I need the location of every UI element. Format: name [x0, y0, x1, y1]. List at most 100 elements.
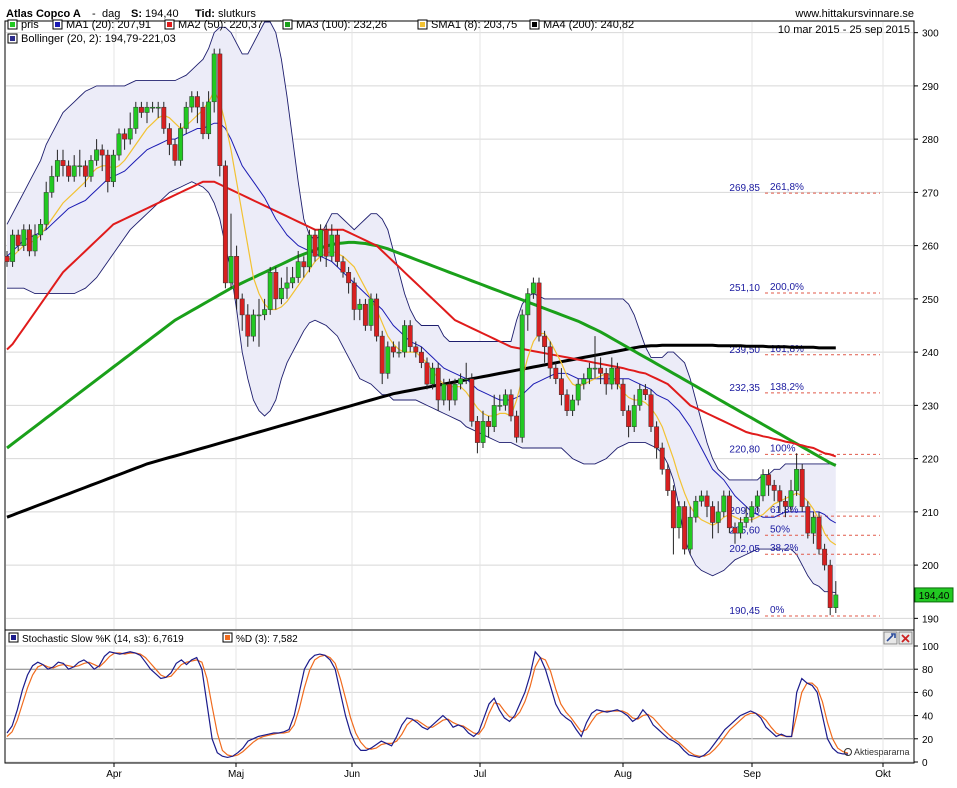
candle-body — [222, 165, 228, 284]
candle — [312, 229, 318, 262]
candle — [138, 101, 144, 118]
candle-body — [323, 229, 329, 257]
candle-body — [340, 261, 346, 273]
candle-body — [491, 405, 497, 427]
candle-body — [564, 394, 570, 411]
candle-body — [357, 303, 363, 310]
x-axis: Apr Maj Jun Jul Aug Sep Okt — [106, 763, 891, 780]
oscillator-y-tick-label: 60 — [922, 688, 934, 699]
candle-body — [133, 106, 139, 129]
candle — [435, 362, 441, 411]
price-value: 194,40 — [145, 8, 179, 20]
wrench-icon[interactable] — [883, 631, 898, 645]
candle — [452, 378, 458, 406]
candle — [782, 495, 788, 518]
candle-body — [430, 367, 436, 385]
candle — [463, 362, 469, 385]
candle — [407, 320, 413, 353]
candle-body — [161, 106, 167, 129]
candle-body — [542, 335, 548, 347]
fibonacci-value-label: 190,45 — [729, 606, 760, 617]
candle — [396, 341, 402, 358]
candle-body — [805, 506, 811, 534]
fibonacci-value-label: 209,20 — [729, 506, 760, 517]
candle-body — [620, 383, 626, 411]
candle — [26, 224, 32, 257]
candle — [788, 479, 794, 512]
candle-body — [122, 133, 128, 140]
candle — [542, 330, 548, 363]
close-panel-icon[interactable] — [898, 631, 913, 645]
candle — [637, 384, 643, 411]
candle-body — [592, 367, 598, 370]
candle — [558, 368, 564, 406]
candle — [116, 128, 122, 161]
price-y-tick-label: 280 — [922, 135, 939, 146]
date-range: 10 mar 2015 - 25 sep 2015 — [778, 24, 910, 36]
candle — [508, 389, 514, 422]
candle — [609, 357, 615, 390]
candle-body — [71, 165, 77, 177]
bollinger-band-fill — [7, 22, 836, 593]
candle-body — [530, 282, 536, 294]
candle — [743, 506, 749, 528]
candle-body — [138, 106, 144, 113]
candle-body — [502, 394, 508, 406]
chart-title: Atlas Copco A — [6, 8, 81, 20]
fibonacci-pct-label: 200,0% — [770, 282, 804, 293]
candle-body — [15, 234, 21, 246]
candle — [586, 362, 592, 385]
candle — [38, 219, 44, 241]
candle-body — [732, 527, 738, 534]
fibonacci-pct-label: 38,2% — [770, 543, 798, 554]
candle-body — [631, 405, 637, 427]
candle — [228, 213, 234, 289]
legend-item: MA4 (200): 240,82 — [529, 19, 634, 31]
candle — [827, 559, 833, 616]
tid-label: Tid: — [195, 8, 215, 20]
candle-body — [418, 351, 424, 363]
candle-body — [262, 309, 268, 316]
candle — [194, 91, 200, 124]
candle-body — [469, 378, 475, 422]
candle — [519, 309, 525, 443]
candle — [771, 479, 777, 502]
stoch-d-swatch-fill — [225, 635, 230, 640]
candle-body — [547, 346, 553, 369]
candle — [10, 229, 16, 267]
candle-body — [379, 335, 385, 374]
candle-body — [306, 234, 312, 268]
candle — [127, 112, 133, 145]
fibonacci-value-label: 251,10 — [729, 283, 760, 294]
period-label: dag — [102, 8, 120, 20]
price-y-tick-label: 230 — [922, 401, 939, 412]
bollinger-upper-line — [6, 21, 836, 481]
candle-body — [816, 516, 822, 550]
candle — [155, 101, 161, 118]
candle — [665, 463, 671, 496]
candle — [110, 149, 116, 188]
candle — [211, 48, 217, 113]
candle — [525, 288, 531, 331]
candle-body — [424, 362, 430, 385]
candle — [626, 405, 632, 438]
watermark: Aktiespararna — [844, 747, 910, 757]
candle-body — [94, 149, 100, 161]
fibonacci-pct-label: 61,8% — [770, 505, 798, 516]
candle — [150, 101, 156, 113]
candle-body — [217, 53, 223, 166]
oscillator-y-tick-label: 80 — [922, 665, 934, 676]
oscillator-y-tick-label: 40 — [922, 712, 934, 723]
candle-body — [88, 160, 94, 177]
fibonacci-value-label: 220,80 — [729, 444, 760, 455]
candle-body — [60, 160, 66, 166]
candle-body — [710, 506, 716, 523]
candle — [754, 490, 760, 512]
candle — [374, 293, 380, 342]
price-plot-area: 269,85 261,8% 251,10 200,0% 239,50 161,8% 232,… — [4, 21, 880, 617]
oscillator-panel-frame — [4, 629, 915, 764]
candle — [368, 293, 374, 331]
legend-label: Bollinger (20, 2): 194,79-221,03 — [21, 33, 176, 45]
candle — [284, 266, 290, 299]
